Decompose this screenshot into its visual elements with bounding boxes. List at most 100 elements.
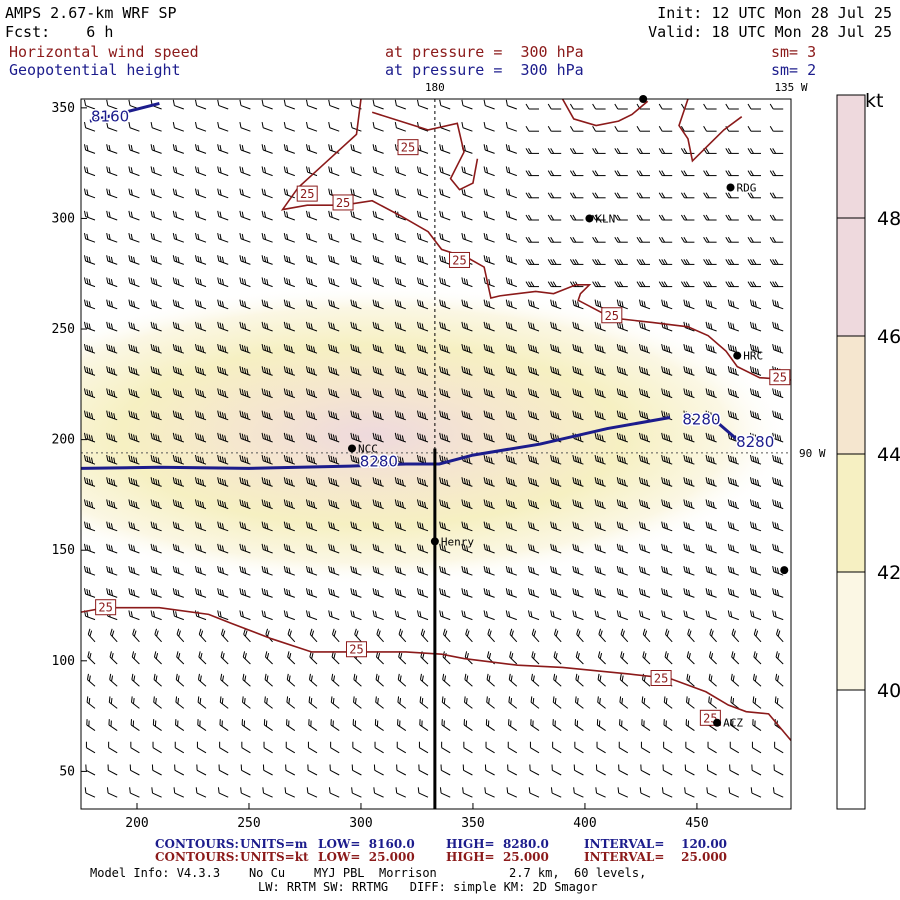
station-marker	[430, 537, 439, 546]
wind-barb	[84, 299, 96, 310]
wind-barb	[680, 214, 695, 221]
wind-barb	[130, 719, 140, 732]
wind-barb	[372, 521, 384, 532]
top-right-label: 135 W	[774, 81, 807, 94]
wind-barb	[727, 610, 739, 621]
wind-barb	[525, 148, 539, 154]
wind-barb	[150, 588, 162, 598]
wind-barb	[417, 388, 429, 399]
wind-barb	[195, 588, 207, 598]
wind-barb	[175, 673, 185, 687]
wind-barb	[528, 321, 540, 332]
wind-barb	[261, 255, 273, 265]
wind-barb	[398, 628, 407, 643]
wind-barb	[529, 764, 540, 776]
wind-barb	[775, 651, 784, 665]
wind-barb	[239, 543, 251, 554]
wind-barb	[592, 103, 606, 110]
wind-barb	[483, 277, 495, 288]
wind-barb	[684, 764, 695, 776]
wind-barb	[772, 454, 784, 465]
wind-barb	[572, 588, 584, 598]
wind-barb	[750, 787, 762, 798]
wind-barb	[661, 521, 673, 532]
wind-barb	[328, 166, 340, 177]
wind-barb	[592, 170, 606, 177]
speed-contour-units: UNITS=kt	[240, 850, 309, 864]
speed-contour-low: LOW= 25.000	[318, 850, 415, 864]
wind-barb	[283, 543, 295, 554]
wind-barb	[308, 696, 318, 709]
wind-barb	[175, 696, 185, 709]
wind-barb	[594, 454, 606, 465]
wind-barb	[372, 565, 384, 576]
wind-barb	[84, 454, 96, 465]
wind-barb	[750, 543, 762, 554]
wind-barb	[658, 259, 673, 265]
wind-barb	[328, 565, 340, 576]
geopotential-label: 8160	[91, 108, 129, 126]
wind-barb	[195, 565, 207, 576]
wind-barb	[195, 499, 207, 510]
wind-barb	[483, 477, 495, 487]
wind-barb	[705, 321, 717, 332]
wind-barb	[352, 696, 362, 709]
wind-barb	[328, 432, 340, 443]
wind-barb	[306, 210, 318, 221]
wind-barb	[614, 192, 628, 199]
station-label: KLN	[595, 212, 615, 225]
wind-barb	[747, 170, 761, 177]
wind-barb	[106, 787, 118, 798]
wind-barb	[683, 343, 695, 354]
wind-barb	[172, 477, 184, 487]
wind-barb	[616, 388, 628, 399]
wind-barb	[594, 388, 606, 399]
wind-barb	[636, 214, 650, 221]
wind-barb	[661, 366, 673, 376]
wind-barb	[703, 192, 717, 199]
wind-barb	[683, 410, 695, 421]
wind-barb	[350, 343, 362, 354]
wind-barb	[439, 388, 451, 399]
wind-barb	[508, 719, 518, 732]
wind-barb	[242, 673, 251, 687]
wind-barb	[350, 565, 362, 576]
wind-barb	[84, 277, 96, 288]
wind-barb	[394, 99, 406, 110]
wind-barb	[528, 565, 540, 576]
wind-barb	[750, 432, 762, 443]
wind-barb	[150, 521, 162, 532]
wind-barb	[439, 366, 451, 376]
wind-barb	[172, 588, 184, 598]
wind-barb	[685, 696, 695, 709]
wind-barb	[485, 719, 495, 732]
wind-barb	[706, 787, 717, 798]
wind-speed-label-box	[296, 185, 318, 202]
wind-barb	[703, 103, 717, 110]
station-marker	[726, 183, 735, 192]
wind-barb	[306, 366, 318, 376]
wind-barb	[195, 410, 207, 421]
wind-barb	[417, 210, 429, 221]
wind-barb	[439, 477, 451, 487]
wind-barb	[329, 764, 340, 776]
wind-barb	[84, 787, 96, 798]
wind-barb	[614, 170, 628, 177]
wind-barb	[769, 148, 784, 154]
wind-barb	[128, 499, 140, 510]
wind-barb	[417, 277, 429, 288]
wind-barb	[727, 588, 739, 598]
wind-barb	[730, 696, 740, 709]
wind-barb	[150, 343, 162, 354]
wind-barb	[286, 696, 296, 709]
wind-barb	[150, 299, 162, 310]
wind-barb	[306, 477, 318, 487]
colorbar-band	[837, 336, 865, 454]
wind-barb	[705, 299, 717, 310]
wind-barb	[283, 343, 295, 354]
wind-barb	[106, 121, 118, 132]
colorbar-band	[837, 572, 865, 690]
wind-barb	[261, 232, 273, 243]
wind-barb	[731, 628, 740, 643]
wind-barb	[195, 454, 207, 465]
